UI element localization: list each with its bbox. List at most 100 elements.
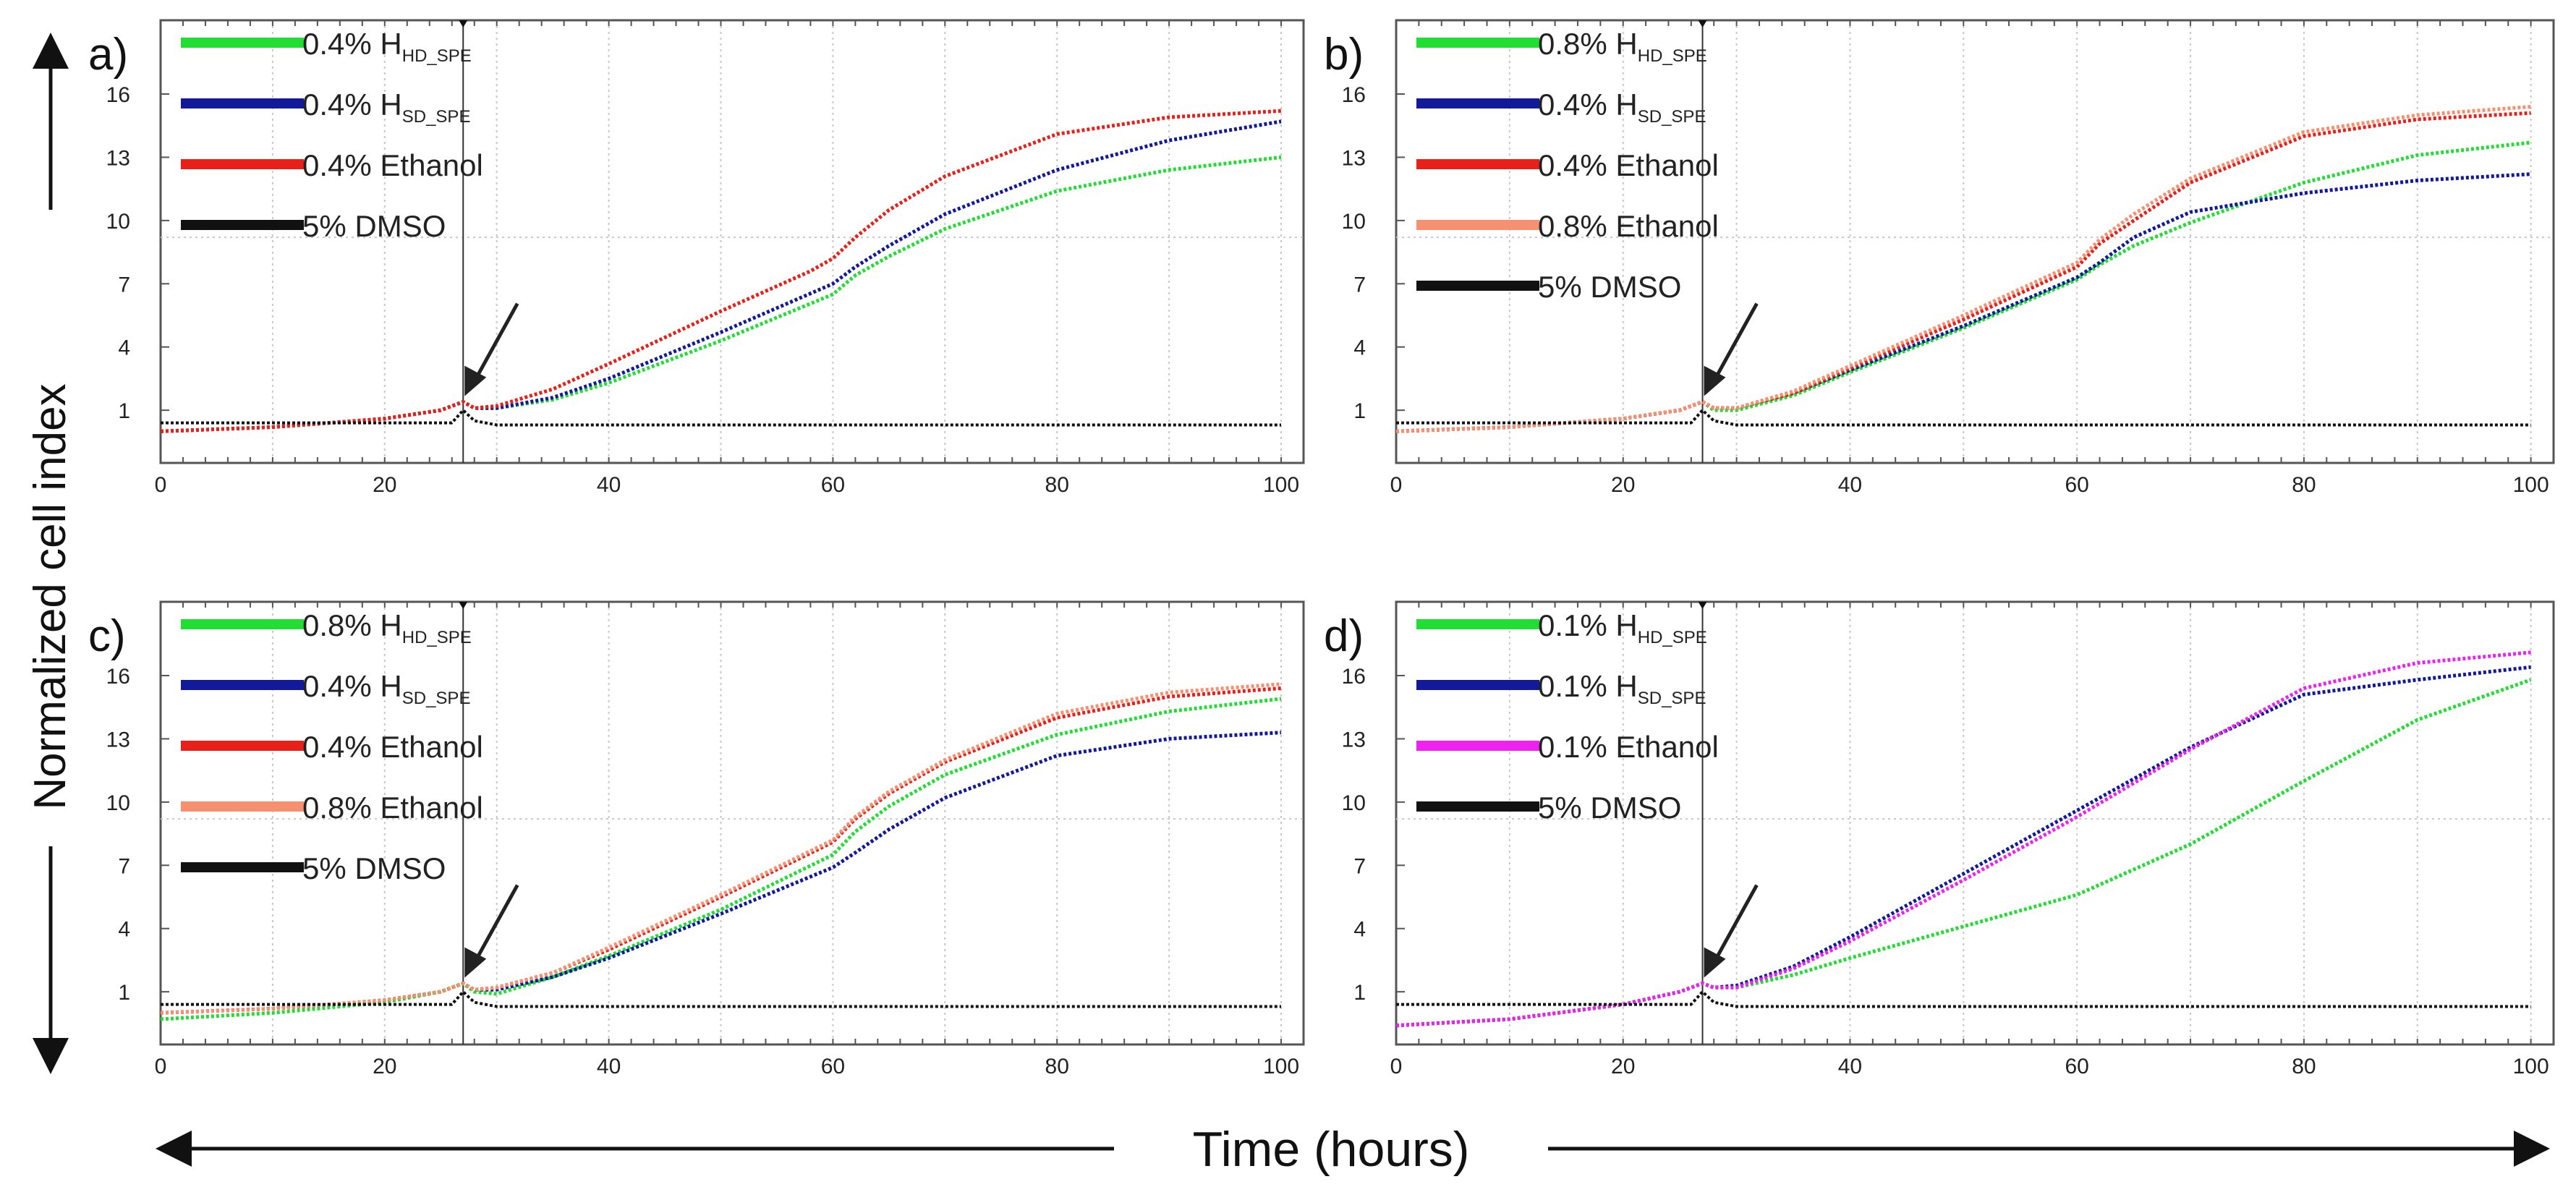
legend-swatch	[181, 619, 304, 629]
legend-label: 5% DMSO	[1538, 791, 1681, 825]
legend-swatch	[181, 220, 304, 230]
legend: 0.4% HHD_SPE 0.4% HSD_SPE 0.4% Ethanol 5% D…	[181, 27, 483, 243]
x-tick-label: 100	[1263, 1055, 1299, 1078]
x-tick-label: 100	[2513, 1055, 2549, 1078]
legend-label-text: 0.4% Ethanol	[302, 730, 483, 764]
legend-swatch	[1416, 801, 1539, 812]
legend-label-text: 0.8% H	[1538, 27, 1638, 61]
shared-y-axis-label: Normalized cell index	[25, 33, 75, 1074]
series-line-1	[1395, 665, 2531, 1028]
legend-label: 5% DMSO	[302, 209, 446, 243]
legend-label: 0.4% Ethanol	[302, 730, 483, 764]
treatment-marker	[459, 602, 468, 609]
y-tick-label: 16	[1342, 83, 1366, 107]
legend-swatch	[181, 801, 304, 812]
x-axis-label: Time (hours)	[1193, 1122, 1470, 1177]
x-tick-label: 100	[1263, 473, 1299, 497]
y-tick-label: 1	[1353, 981, 1366, 1005]
legend-label-text: 0.1% H	[1538, 669, 1638, 703]
y-tick-label: 4	[1353, 918, 1366, 942]
x-tick-label: 40	[597, 1055, 621, 1078]
y-tick-label: 13	[1342, 146, 1366, 170]
legend-label-subscript: SD_SPE	[402, 689, 471, 708]
series-line-1	[160, 119, 1282, 433]
x-tick-label: 40	[1838, 473, 1862, 497]
treatment-arrow	[1704, 302, 1759, 396]
legend-label-subscript: HD_SPE	[402, 46, 472, 66]
legend-label-text: 5% DMSO	[1538, 270, 1681, 304]
treatment-arrow	[1704, 884, 1759, 978]
panel-c: 0 20 40 60 80 100 1 4 7 10 13 16 c) 0.8% HHD_SPE 0.4% …	[88, 600, 1305, 1078]
x-tick-label: 0	[155, 473, 167, 497]
legend-label: 0.4% HSD_SPE	[1538, 88, 1706, 127]
series-line-0	[160, 155, 1282, 433]
y-tick-label: 7	[118, 273, 130, 297]
legend-swatch	[181, 680, 304, 690]
x-tick-label: 80	[1045, 473, 1069, 497]
y-tick-label: 16	[106, 83, 130, 107]
arrow-head	[1704, 365, 1726, 396]
legend-label: 0.8% HHD_SPE	[302, 608, 472, 647]
y-tick-label: 1	[1353, 399, 1366, 423]
series-line-3	[161, 409, 1281, 427]
legend-label: 0.1% HSD_SPE	[1538, 669, 1706, 708]
panel-label: c)	[88, 611, 126, 661]
series-line-1	[160, 731, 1282, 1015]
panel-label: a)	[88, 30, 128, 80]
x-tick-label: 80	[1045, 1055, 1069, 1078]
legend-label: 0.4% HSD_SPE	[302, 88, 470, 127]
legend-swatch	[181, 159, 304, 169]
legend-swatch	[181, 862, 304, 872]
y-tick-label: 16	[106, 665, 130, 689]
series-line-3	[1396, 990, 2531, 1008]
legend-label: 0.4% HSD_SPE	[302, 669, 470, 708]
legend-label-subscript: HD_SPE	[402, 628, 472, 647]
legend-label: 0.8% Ethanol	[1538, 209, 1719, 243]
legend-label: 0.4% HHD_SPE	[302, 27, 472, 66]
y-tick-label: 7	[118, 854, 130, 878]
series-line-4	[1396, 409, 2531, 427]
x-tick-label: 60	[821, 1055, 845, 1078]
y-tick-label: 13	[1342, 728, 1366, 752]
series-line-4	[161, 990, 1281, 1008]
legend-label-subscript: SD_SPE	[1638, 107, 1706, 127]
y-tick-label: 4	[118, 336, 130, 360]
legend-label: 5% DMSO	[1538, 270, 1681, 304]
legend-label-text: 0.1% H	[1538, 608, 1638, 642]
series-line-3	[1395, 105, 2531, 433]
y-tick-label: 4	[118, 918, 130, 942]
shared-x-axis-label: Time (hours)	[156, 1122, 2550, 1177]
x-tick-label: 40	[1838, 1055, 1862, 1078]
legend-swatch	[1416, 680, 1539, 690]
y-tick-label: 4	[1353, 336, 1366, 360]
plot-frame	[159, 19, 1305, 464]
legend-swatch	[1416, 281, 1539, 291]
legend-swatch	[1416, 741, 1539, 751]
legend-swatch	[181, 38, 304, 48]
legend-label: 0.1% Ethanol	[1538, 730, 1719, 764]
legend-label-text: 0.4% H	[1538, 88, 1638, 122]
y-tick-label: 1	[118, 981, 130, 1005]
legend-label-text: 0.8% Ethanol	[1538, 209, 1719, 243]
panel-label: d)	[1324, 611, 1364, 661]
arrow-head	[464, 947, 487, 978]
legend-swatch	[1416, 38, 1539, 48]
legend-swatch	[1416, 619, 1539, 629]
y-tick-label: 13	[106, 146, 130, 170]
legend-label: 0.8% HHD_SPE	[1538, 27, 1707, 66]
arrow-shaft	[1709, 302, 1759, 387]
panel-label: b)	[1324, 30, 1364, 80]
legend-label-text: 0.8% Ethanol	[302, 791, 483, 825]
legend-label: 0.4% Ethanol	[302, 148, 483, 182]
arrow-head	[1704, 947, 1726, 978]
legend-label-text: 0.1% Ethanol	[1538, 730, 1719, 764]
y-axis-label: Normalized cell index	[25, 383, 75, 809]
legend-label-text: 5% DMSO	[302, 851, 446, 885]
y-tick-label: 16	[1342, 665, 1366, 689]
treatment-marker	[459, 20, 468, 27]
legend-label-text: 0.4% Ethanol	[1538, 148, 1719, 182]
